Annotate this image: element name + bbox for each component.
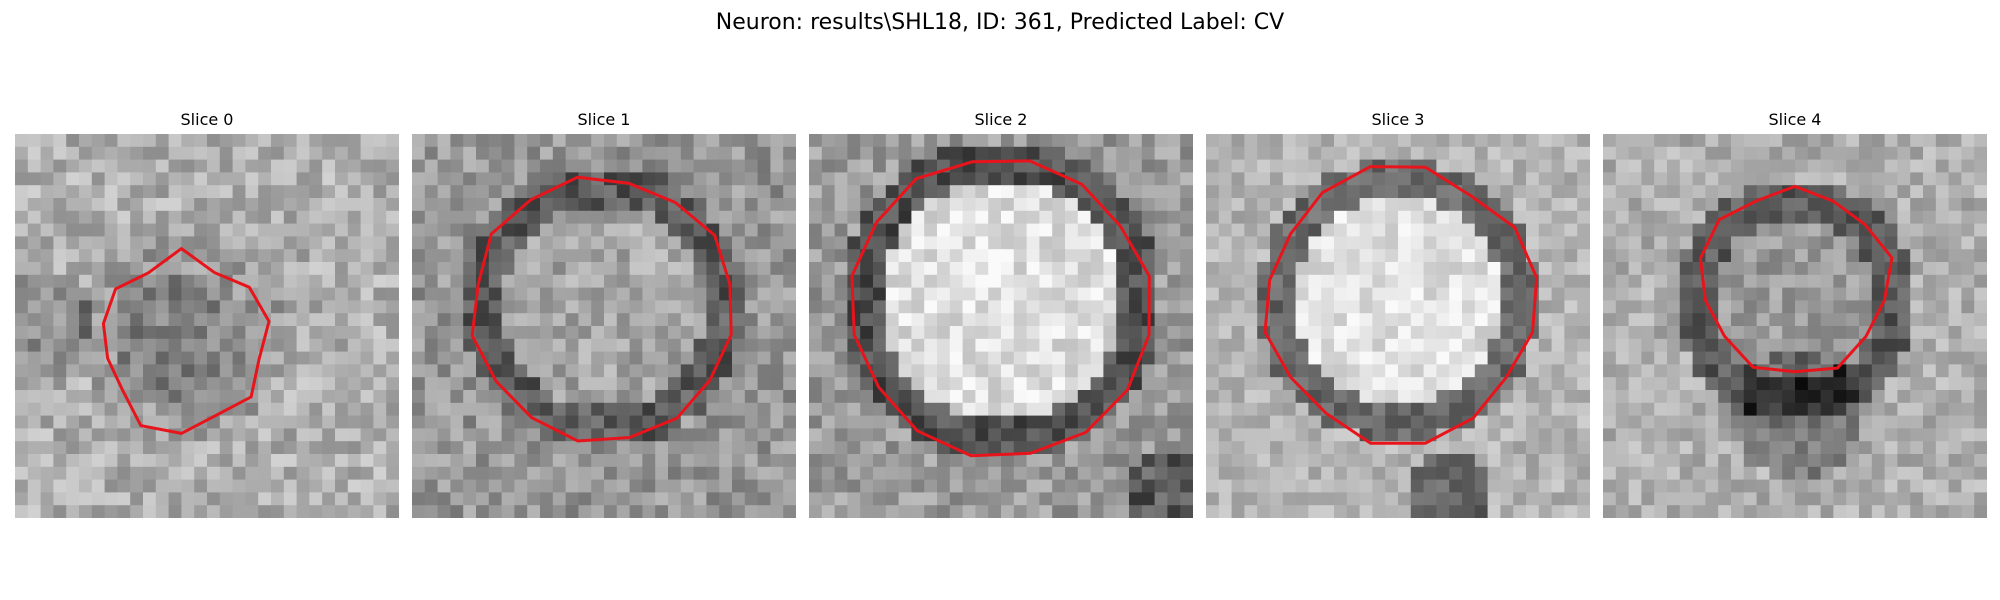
slice-image — [1603, 134, 1987, 518]
slice-image — [1206, 134, 1590, 518]
slice-panel-4: Slice 4 — [1603, 110, 1987, 520]
slice-title: Slice 3 — [1371, 110, 1425, 129]
slice-pixels — [15, 134, 399, 518]
slice-title: Slice 1 — [577, 110, 631, 129]
slice-pixels — [809, 134, 1193, 518]
slice-image — [15, 134, 399, 518]
slice-pixels — [412, 134, 796, 518]
slice-panel-3: Slice 3 — [1206, 110, 1590, 520]
slice-pixels — [1603, 134, 1987, 518]
figure-title: Neuron: results\SHL18, ID: 361, Predicte… — [715, 10, 1285, 35]
slice-pixels — [1206, 134, 1590, 518]
segmentation-contour — [101, 246, 271, 435]
slice-panel-2: Slice 2 — [809, 110, 1193, 520]
slice-image — [809, 134, 1193, 518]
slice-panel-0: Slice 0 — [15, 110, 399, 520]
segmentation-contour — [1698, 184, 1894, 374]
slice-image — [412, 134, 796, 518]
slice-title: Slice 4 — [1768, 110, 1822, 129]
slice-title: Slice 0 — [180, 110, 234, 129]
segmentation-contour — [470, 175, 733, 443]
slice-title: Slice 2 — [974, 110, 1028, 129]
segmentation-contour — [850, 159, 1151, 458]
slice-panel-1: Slice 1 — [412, 110, 796, 520]
segmentation-contour — [1263, 165, 1539, 445]
